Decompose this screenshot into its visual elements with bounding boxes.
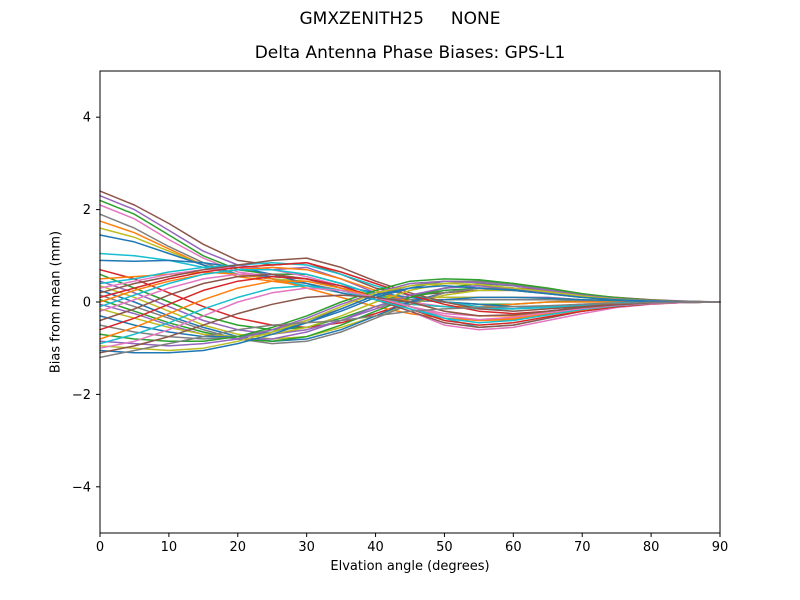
y-axis-label: Bias from mean (mm) xyxy=(48,230,64,374)
series-line-38 xyxy=(99,285,721,354)
series-line-40 xyxy=(99,301,721,359)
x-tick-label: 20 xyxy=(230,540,247,555)
x-tick-label: 40 xyxy=(367,540,384,555)
line-series-group xyxy=(99,190,721,359)
chart-title: Delta Antenna Phase Biases: GPS-L1 xyxy=(254,43,566,63)
y-tick-label: 4 xyxy=(83,111,91,126)
x-axis-label: Elvation angle (degrees) xyxy=(330,559,490,574)
series-line-39 xyxy=(99,294,721,354)
series-line-18 xyxy=(99,287,721,343)
axis-ticks-group: 0 10 20 30 40 50 60 70 80 90 −4 −2 0 2 4 xyxy=(72,111,728,555)
figure-suptitle: GMXZENITH25 NONE xyxy=(299,9,501,29)
y-tick-label: 2 xyxy=(83,203,91,218)
y-tick-label: −4 xyxy=(72,480,91,495)
x-tick-label: 60 xyxy=(505,540,522,555)
x-tick-label: 30 xyxy=(298,540,315,555)
x-tick-label: 50 xyxy=(436,540,453,555)
x-tick-label: 0 xyxy=(96,540,104,555)
x-tick-label: 10 xyxy=(161,540,178,555)
series-line-32 xyxy=(99,278,721,343)
y-tick-label: 0 xyxy=(83,296,91,311)
x-tick-label: 90 xyxy=(712,540,729,555)
x-tick-label: 80 xyxy=(643,540,660,555)
y-tick-label: −2 xyxy=(72,388,91,403)
x-tick-label: 70 xyxy=(574,540,591,555)
